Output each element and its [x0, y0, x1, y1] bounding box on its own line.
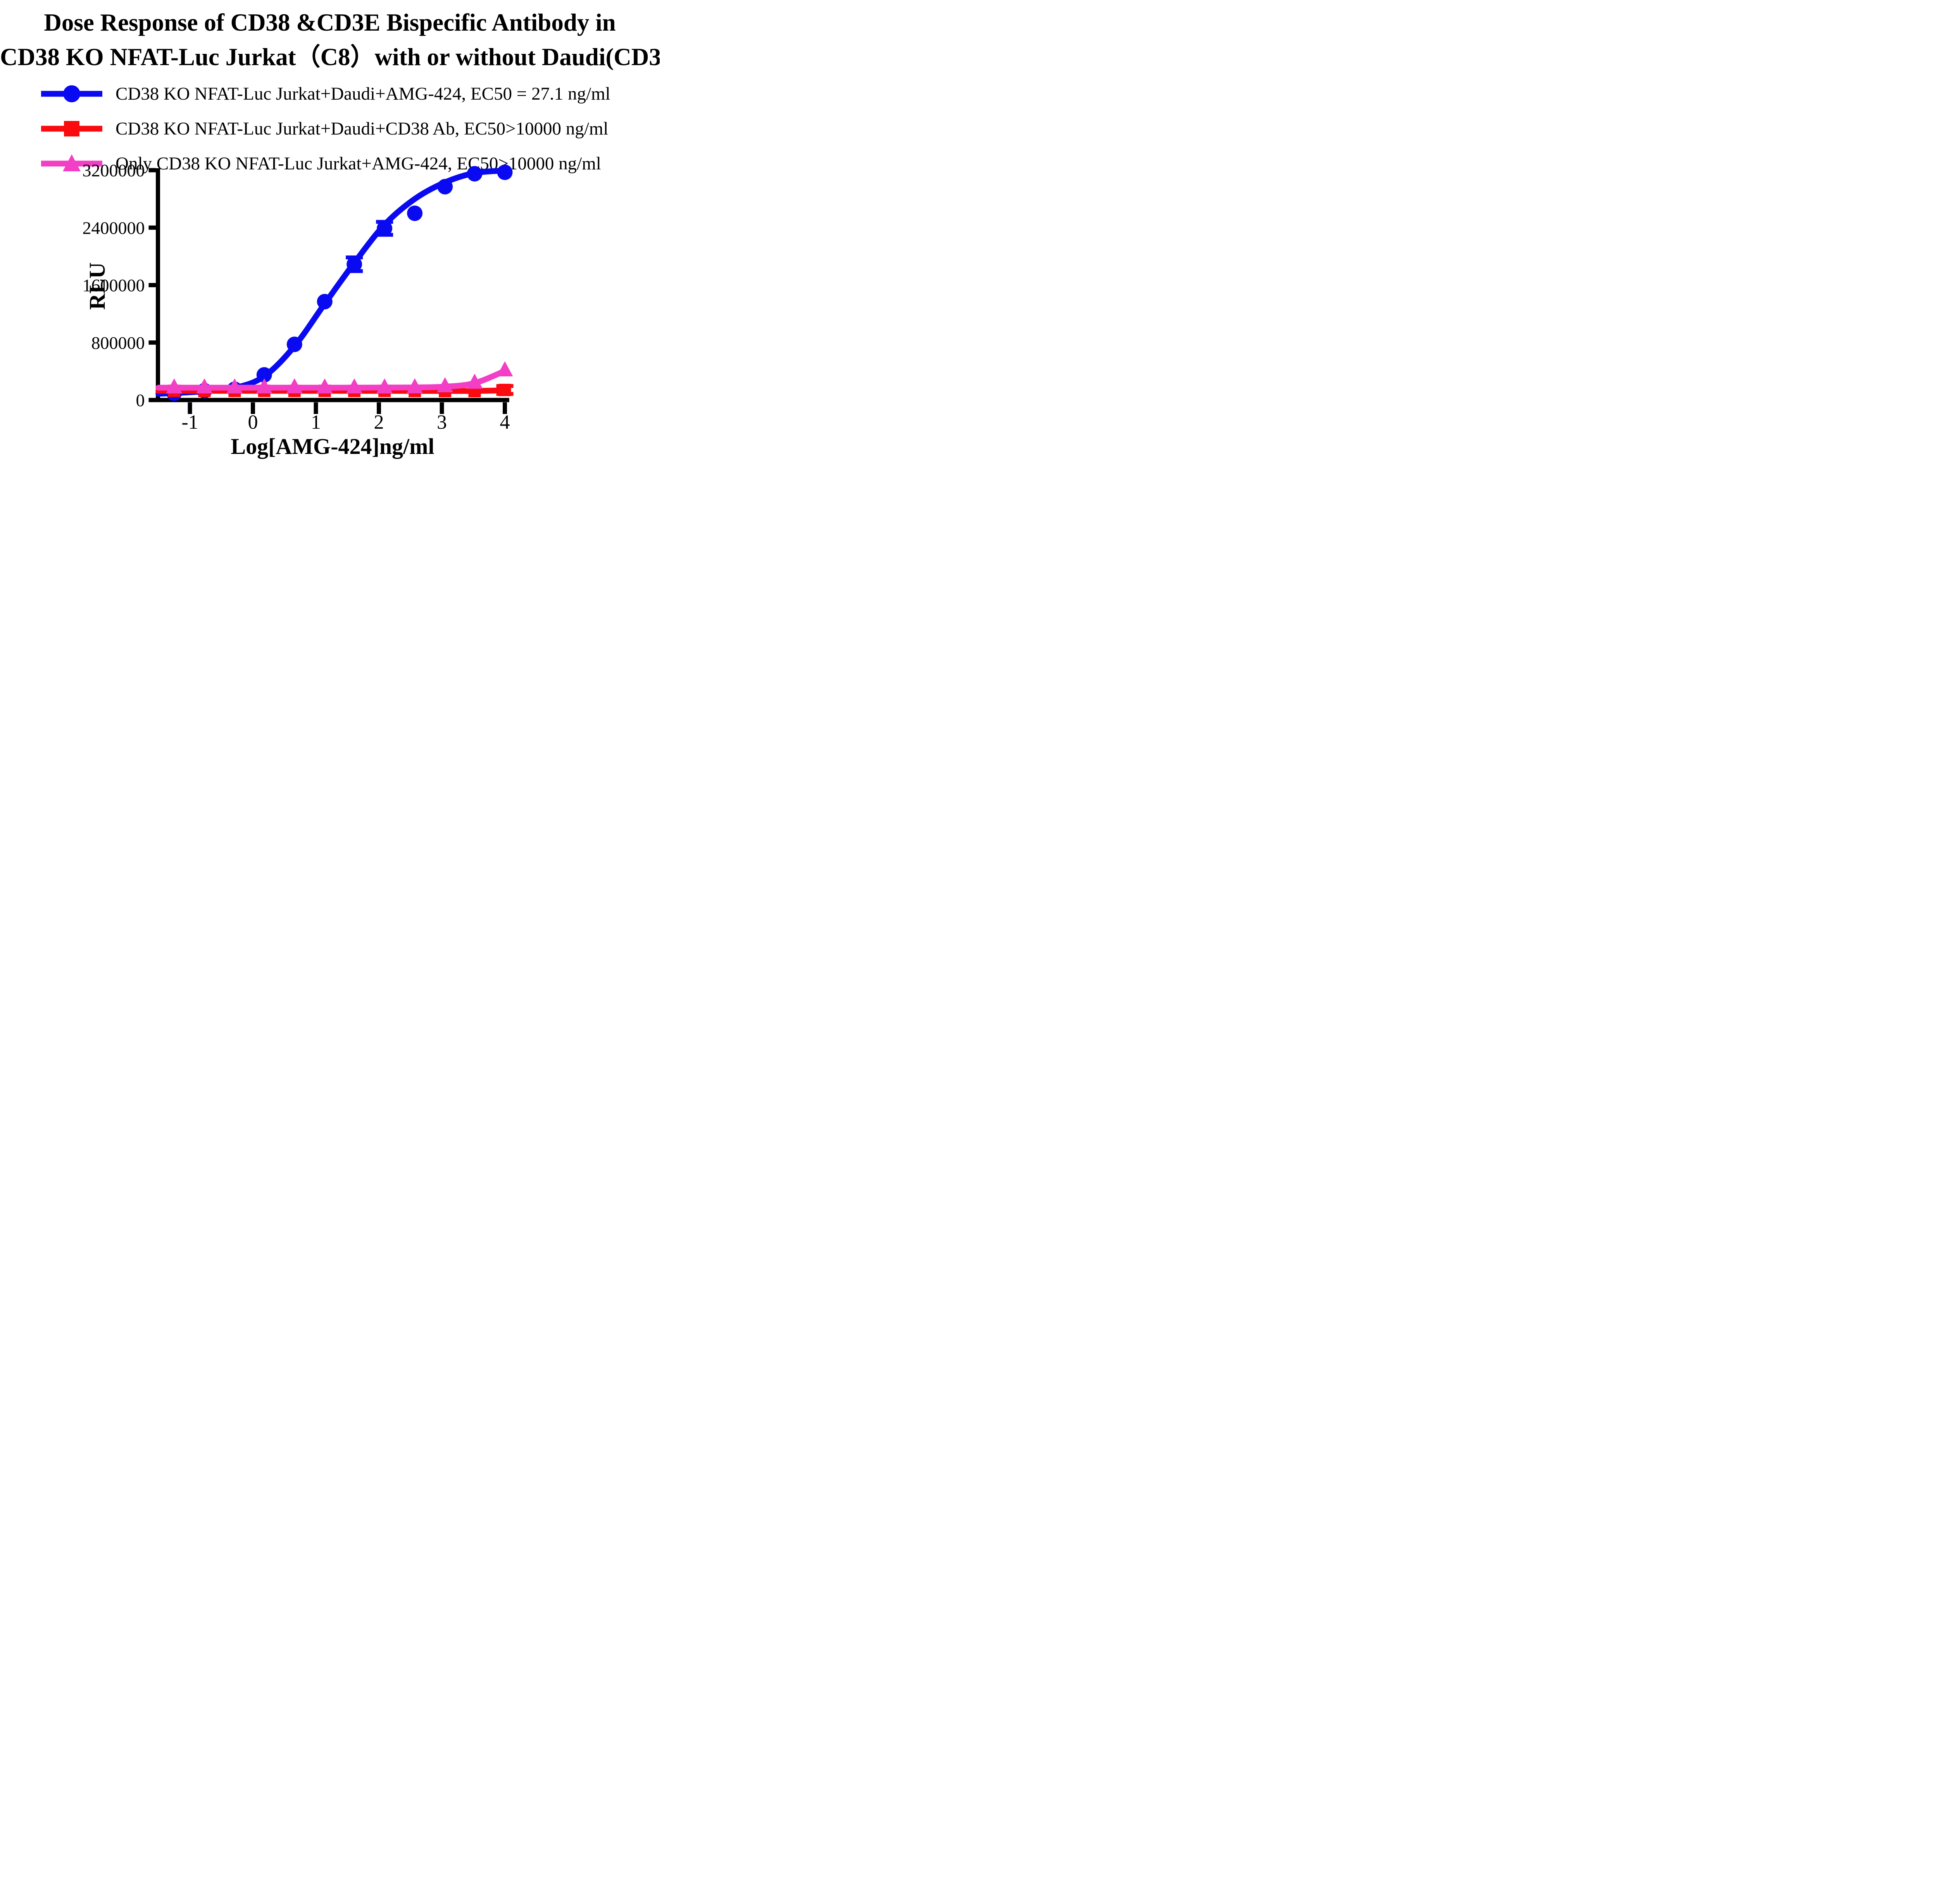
dose-response-plot: 0 800000 1600000 2400000 3200000 -1 0 1 2 3 4 [83, 160, 514, 433]
x-tick-label: 1 [311, 411, 321, 433]
chart-figure: Dose Response of CD38 &CD3E Bispecific A… [0, 0, 660, 476]
fit-curve-circle [155, 167, 508, 397]
legend-label: CD38 KO NFAT-Luc Jurkat+Daudi+AMG-424, E… [116, 84, 610, 104]
data-point-circle [347, 256, 362, 272]
data-point-triangle [346, 378, 363, 393]
legend-marker-triangle-icon [41, 154, 102, 171]
y-tick-label: 2400000 [83, 218, 145, 238]
data-point-triangle [196, 378, 213, 393]
x-tick-label: 3 [437, 411, 447, 433]
legend-item-amg424-daudi: CD38 KO NFAT-Luc Jurkat+Daudi+AMG-424, E… [39, 81, 610, 106]
fit-curve-triangle [155, 368, 508, 391]
x-axis-label: Log[AMG-424]ng/ml [231, 434, 434, 459]
data-point-triangle [466, 373, 483, 389]
x-tick-label: -1 [181, 411, 198, 433]
legend-label: Only CD38 KO NFAT-Luc Jurkat+AMG-424, EC… [116, 153, 601, 174]
data-point-circle [286, 336, 302, 352]
data-point-circle [377, 221, 393, 236]
data-point-triangle [166, 378, 183, 394]
x-tick-label: 4 [500, 411, 510, 433]
x-tick-label: 0 [248, 411, 258, 433]
legend-marker-square-icon [41, 121, 102, 136]
data-point-triangle [226, 378, 243, 394]
data-point-square [498, 384, 511, 397]
data-point-circle [407, 205, 423, 221]
data-point-triangle [286, 378, 303, 393]
data-point-circle [497, 164, 513, 180]
data-point-triangle [316, 378, 333, 394]
legend-marker-circle-icon [41, 85, 102, 102]
legend-item-cd38ab-daudi: CD38 KO NFAT-Luc Jurkat+Daudi+CD38 Ab, E… [39, 116, 608, 141]
data-point-triangle [437, 377, 453, 393]
data-point-circle [317, 294, 333, 310]
chart-title-line2: CD38 KO NFAT-Luc Jurkat（C8）with or witho… [0, 43, 660, 71]
y-tick-label: 1600000 [83, 276, 145, 295]
y-tick-label: 3200000 [83, 160, 145, 180]
legend-item-amg424-only: Only CD38 KO NFAT-Luc Jurkat+AMG-424, EC… [39, 151, 601, 176]
y-tick-label: 800000 [91, 333, 145, 353]
x-tick-label: 2 [374, 411, 384, 433]
data-point-circle [256, 367, 272, 383]
data-point-triangle [256, 378, 272, 393]
data-point-triangle [497, 361, 513, 377]
data-point-circle [467, 166, 483, 182]
y-tick-label: 0 [136, 390, 145, 410]
data-point-triangle [376, 378, 393, 394]
data-point-triangle [407, 378, 423, 393]
y-axis-label: RLU [84, 262, 110, 310]
data-point-circle [437, 179, 453, 195]
legend-label: CD38 KO NFAT-Luc Jurkat+Daudi+CD38 Ab, E… [116, 119, 609, 139]
chart-title-line1: Dose Response of CD38 &CD3E Bispecific A… [44, 9, 616, 36]
